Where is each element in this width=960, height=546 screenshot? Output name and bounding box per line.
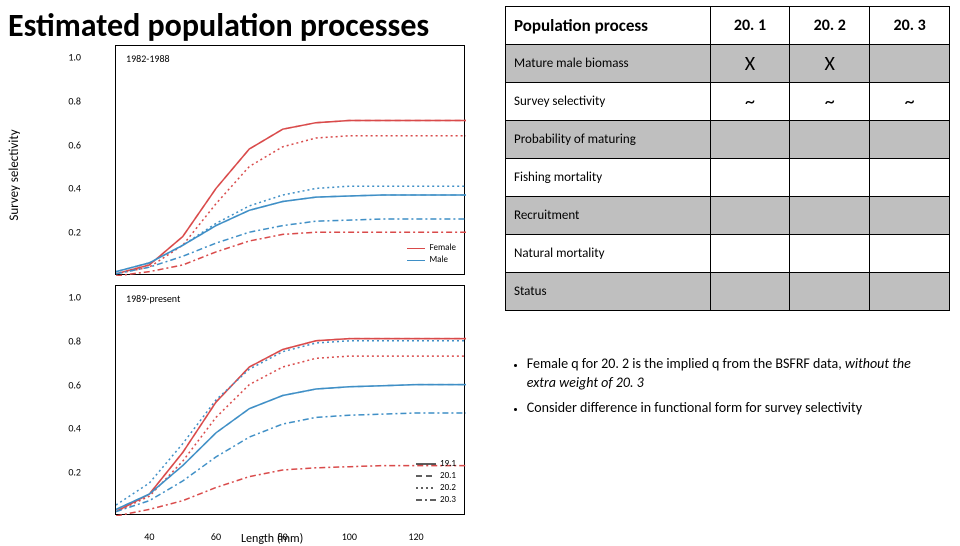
y-tick: 1.0 bbox=[51, 290, 81, 303]
table-row: Mature male biomassXX bbox=[506, 45, 950, 83]
cell-value bbox=[790, 159, 870, 197]
y-tick: 0.8 bbox=[51, 334, 81, 347]
x-tick: 100 bbox=[342, 530, 357, 543]
row-label: Recruitment bbox=[506, 197, 711, 235]
cell-value bbox=[870, 197, 950, 235]
row-label: Probability of maturing bbox=[506, 121, 711, 159]
row-label: Natural mortality bbox=[506, 235, 711, 273]
row-label: Fishing mortality bbox=[506, 159, 711, 197]
legend-item: 20.1 bbox=[416, 470, 456, 482]
legend-swatch bbox=[407, 260, 425, 261]
legend-swatch bbox=[407, 248, 425, 249]
notes-bullets: Female q for 20. 2 is the implied q from… bbox=[510, 355, 940, 424]
series-line bbox=[116, 385, 466, 510]
table-row: Status bbox=[506, 273, 950, 311]
col-header-model: 20. 3 bbox=[870, 7, 950, 45]
series-line bbox=[116, 356, 466, 512]
legend-label: 19.1 bbox=[440, 458, 456, 470]
comparison-table: Population process20. 120. 220. 3 Mature… bbox=[505, 6, 950, 311]
cell-value bbox=[790, 197, 870, 235]
legend-label: Male bbox=[429, 254, 448, 266]
page-title: Estimated population processes bbox=[8, 6, 429, 45]
legend-item: Female bbox=[407, 242, 456, 254]
row-label: Status bbox=[506, 273, 711, 311]
legend-swatch bbox=[416, 484, 436, 492]
cell-value bbox=[790, 273, 870, 311]
cell-value bbox=[710, 197, 790, 235]
col-header-model: 20. 1 bbox=[710, 7, 790, 45]
legend-item: 19.1 bbox=[416, 458, 456, 470]
legend-swatch bbox=[416, 472, 436, 480]
legend-label: 20.2 bbox=[440, 482, 456, 494]
series-line bbox=[116, 385, 466, 510]
note-item: Consider difference in functional form f… bbox=[527, 399, 940, 418]
col-header-process: Population process bbox=[506, 7, 711, 45]
legend-item: 20.3 bbox=[416, 494, 456, 506]
y-tick: 0.6 bbox=[51, 138, 81, 151]
cell-value: ~ bbox=[870, 83, 950, 121]
cell-value bbox=[870, 273, 950, 311]
survey-selectivity-chart: Survey selectivity 1982-1988 0.20.40.60.… bbox=[115, 45, 465, 525]
cell-value bbox=[790, 121, 870, 159]
cell-value bbox=[710, 273, 790, 311]
y-tick: 0.4 bbox=[51, 182, 81, 195]
table-row: Recruitment bbox=[506, 197, 950, 235]
table-row: Fishing mortality bbox=[506, 159, 950, 197]
sex-legend: FemaleMale bbox=[407, 242, 456, 266]
x-axis-label: Length (mm) bbox=[241, 532, 303, 546]
legend-swatch bbox=[416, 496, 436, 504]
legend-label: 20.3 bbox=[440, 494, 456, 506]
cell-value bbox=[870, 121, 950, 159]
y-tick: 0.8 bbox=[51, 94, 81, 107]
y-axis-label: Survey selectivity bbox=[7, 75, 22, 275]
cell-value bbox=[870, 45, 950, 83]
series-line bbox=[116, 339, 466, 512]
row-label: Survey selectivity bbox=[506, 83, 711, 121]
cell-value bbox=[870, 235, 950, 273]
y-tick: 0.4 bbox=[51, 422, 81, 435]
cell-value: X bbox=[790, 45, 870, 83]
x-tick: 60 bbox=[211, 530, 221, 543]
legend-item: Male bbox=[407, 254, 456, 266]
cell-value bbox=[710, 121, 790, 159]
legend-item: 20.2 bbox=[416, 482, 456, 494]
series-line bbox=[116, 339, 466, 512]
cell-value bbox=[790, 235, 870, 273]
cell-value: X bbox=[710, 45, 790, 83]
y-tick: 0.6 bbox=[51, 378, 81, 391]
cell-value: ~ bbox=[710, 83, 790, 121]
legend-label: 20.1 bbox=[440, 470, 456, 482]
chart-panel-1989-present: 1989-present 0.20.40.60.81.0 40608010012… bbox=[115, 285, 465, 515]
y-tick: 0.2 bbox=[51, 466, 81, 479]
x-tick: 40 bbox=[144, 530, 154, 543]
cell-value bbox=[870, 159, 950, 197]
legend-swatch bbox=[416, 460, 436, 468]
col-header-model: 20. 2 bbox=[790, 7, 870, 45]
table-row: Probability of maturing bbox=[506, 121, 950, 159]
y-tick: 0.2 bbox=[51, 226, 81, 239]
chart-panel-1982-1988: 1982-1988 0.20.40.60.81.0 FemaleMale bbox=[115, 45, 465, 275]
x-tick: 120 bbox=[408, 530, 423, 543]
series-line bbox=[116, 466, 466, 516]
series-line bbox=[116, 413, 466, 512]
table-row: Natural mortality bbox=[506, 235, 950, 273]
row-label: Mature male biomass bbox=[506, 45, 711, 83]
cell-value: ~ bbox=[790, 83, 870, 121]
cell-value bbox=[710, 159, 790, 197]
note-item: Female q for 20. 2 is the implied q from… bbox=[527, 355, 940, 393]
y-tick: 1.0 bbox=[51, 50, 81, 63]
cell-value bbox=[710, 235, 790, 273]
legend-label: Female bbox=[429, 242, 456, 254]
table-row: Survey selectivity~~~ bbox=[506, 83, 950, 121]
model-legend: 19.120.120.220.3 bbox=[416, 458, 456, 506]
